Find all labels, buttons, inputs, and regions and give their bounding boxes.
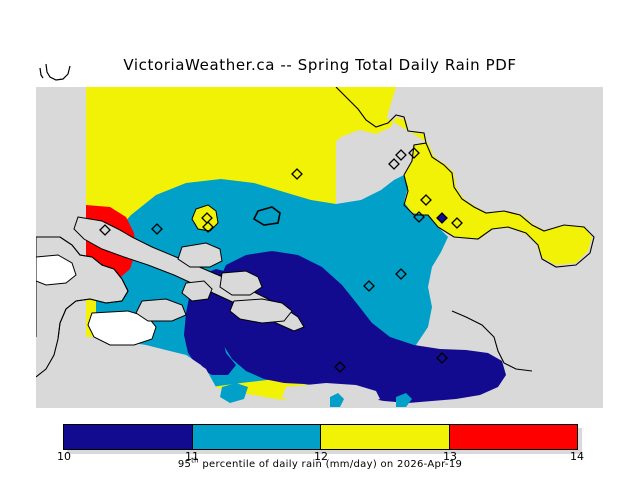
station-marker [395,149,407,161]
colorbar-caption: 95th percentile of daily rain (mm/day) o… [0,456,640,470]
caption-prefix: 95 [177,459,192,470]
colorbar-segment-13-14 [448,425,577,449]
colorbar-bar [63,424,578,450]
colorbar-tick-1: 11 [185,450,199,463]
station-marker [436,352,448,364]
caption-rest: percentile of daily rain (mm/day) on 202… [198,459,463,470]
colorbar-tick-4: 14 [570,450,584,463]
station-marker [99,224,111,236]
stray-coastline-fragment [39,63,71,81]
station-marker [420,194,432,206]
station-markers[interactable] [99,147,463,373]
coastline-strokes [36,87,595,378]
station-marker-filled [436,212,448,224]
colorbar-tick-labels: 10 11 12 13 14 [57,450,584,464]
station-marker [202,221,214,233]
colorbar-tick-0: 10 [57,450,71,463]
station-marker [408,147,420,159]
colorbar-segment-11-12 [191,425,320,449]
station-marker [363,280,375,292]
station-marker [151,223,163,235]
map-contour-svg [36,87,603,408]
colorbar-segment-12-13 [320,425,449,449]
colorbar-tick-3: 13 [443,450,457,463]
caption-superscript: th [191,456,199,465]
station-marker [201,212,213,224]
map-plot-area[interactable] [36,87,603,408]
station-marker [451,217,463,229]
contour-island-12-13 [191,204,219,232]
station-marker [413,211,425,223]
station-marker [334,361,346,373]
page-title: VictoriaWeather.ca -- Spring Total Daily… [123,56,517,74]
colorbar-tick-2: 12 [314,450,328,463]
contour-band-10-11 [214,251,506,403]
contour-minor-outline [252,206,281,226]
station-marker [395,268,407,280]
colorbar-segment-10-11 [64,425,192,449]
station-marker [291,168,303,180]
colorbar [63,424,582,454]
map-land-masks [36,216,603,408]
station-marker [388,158,400,170]
